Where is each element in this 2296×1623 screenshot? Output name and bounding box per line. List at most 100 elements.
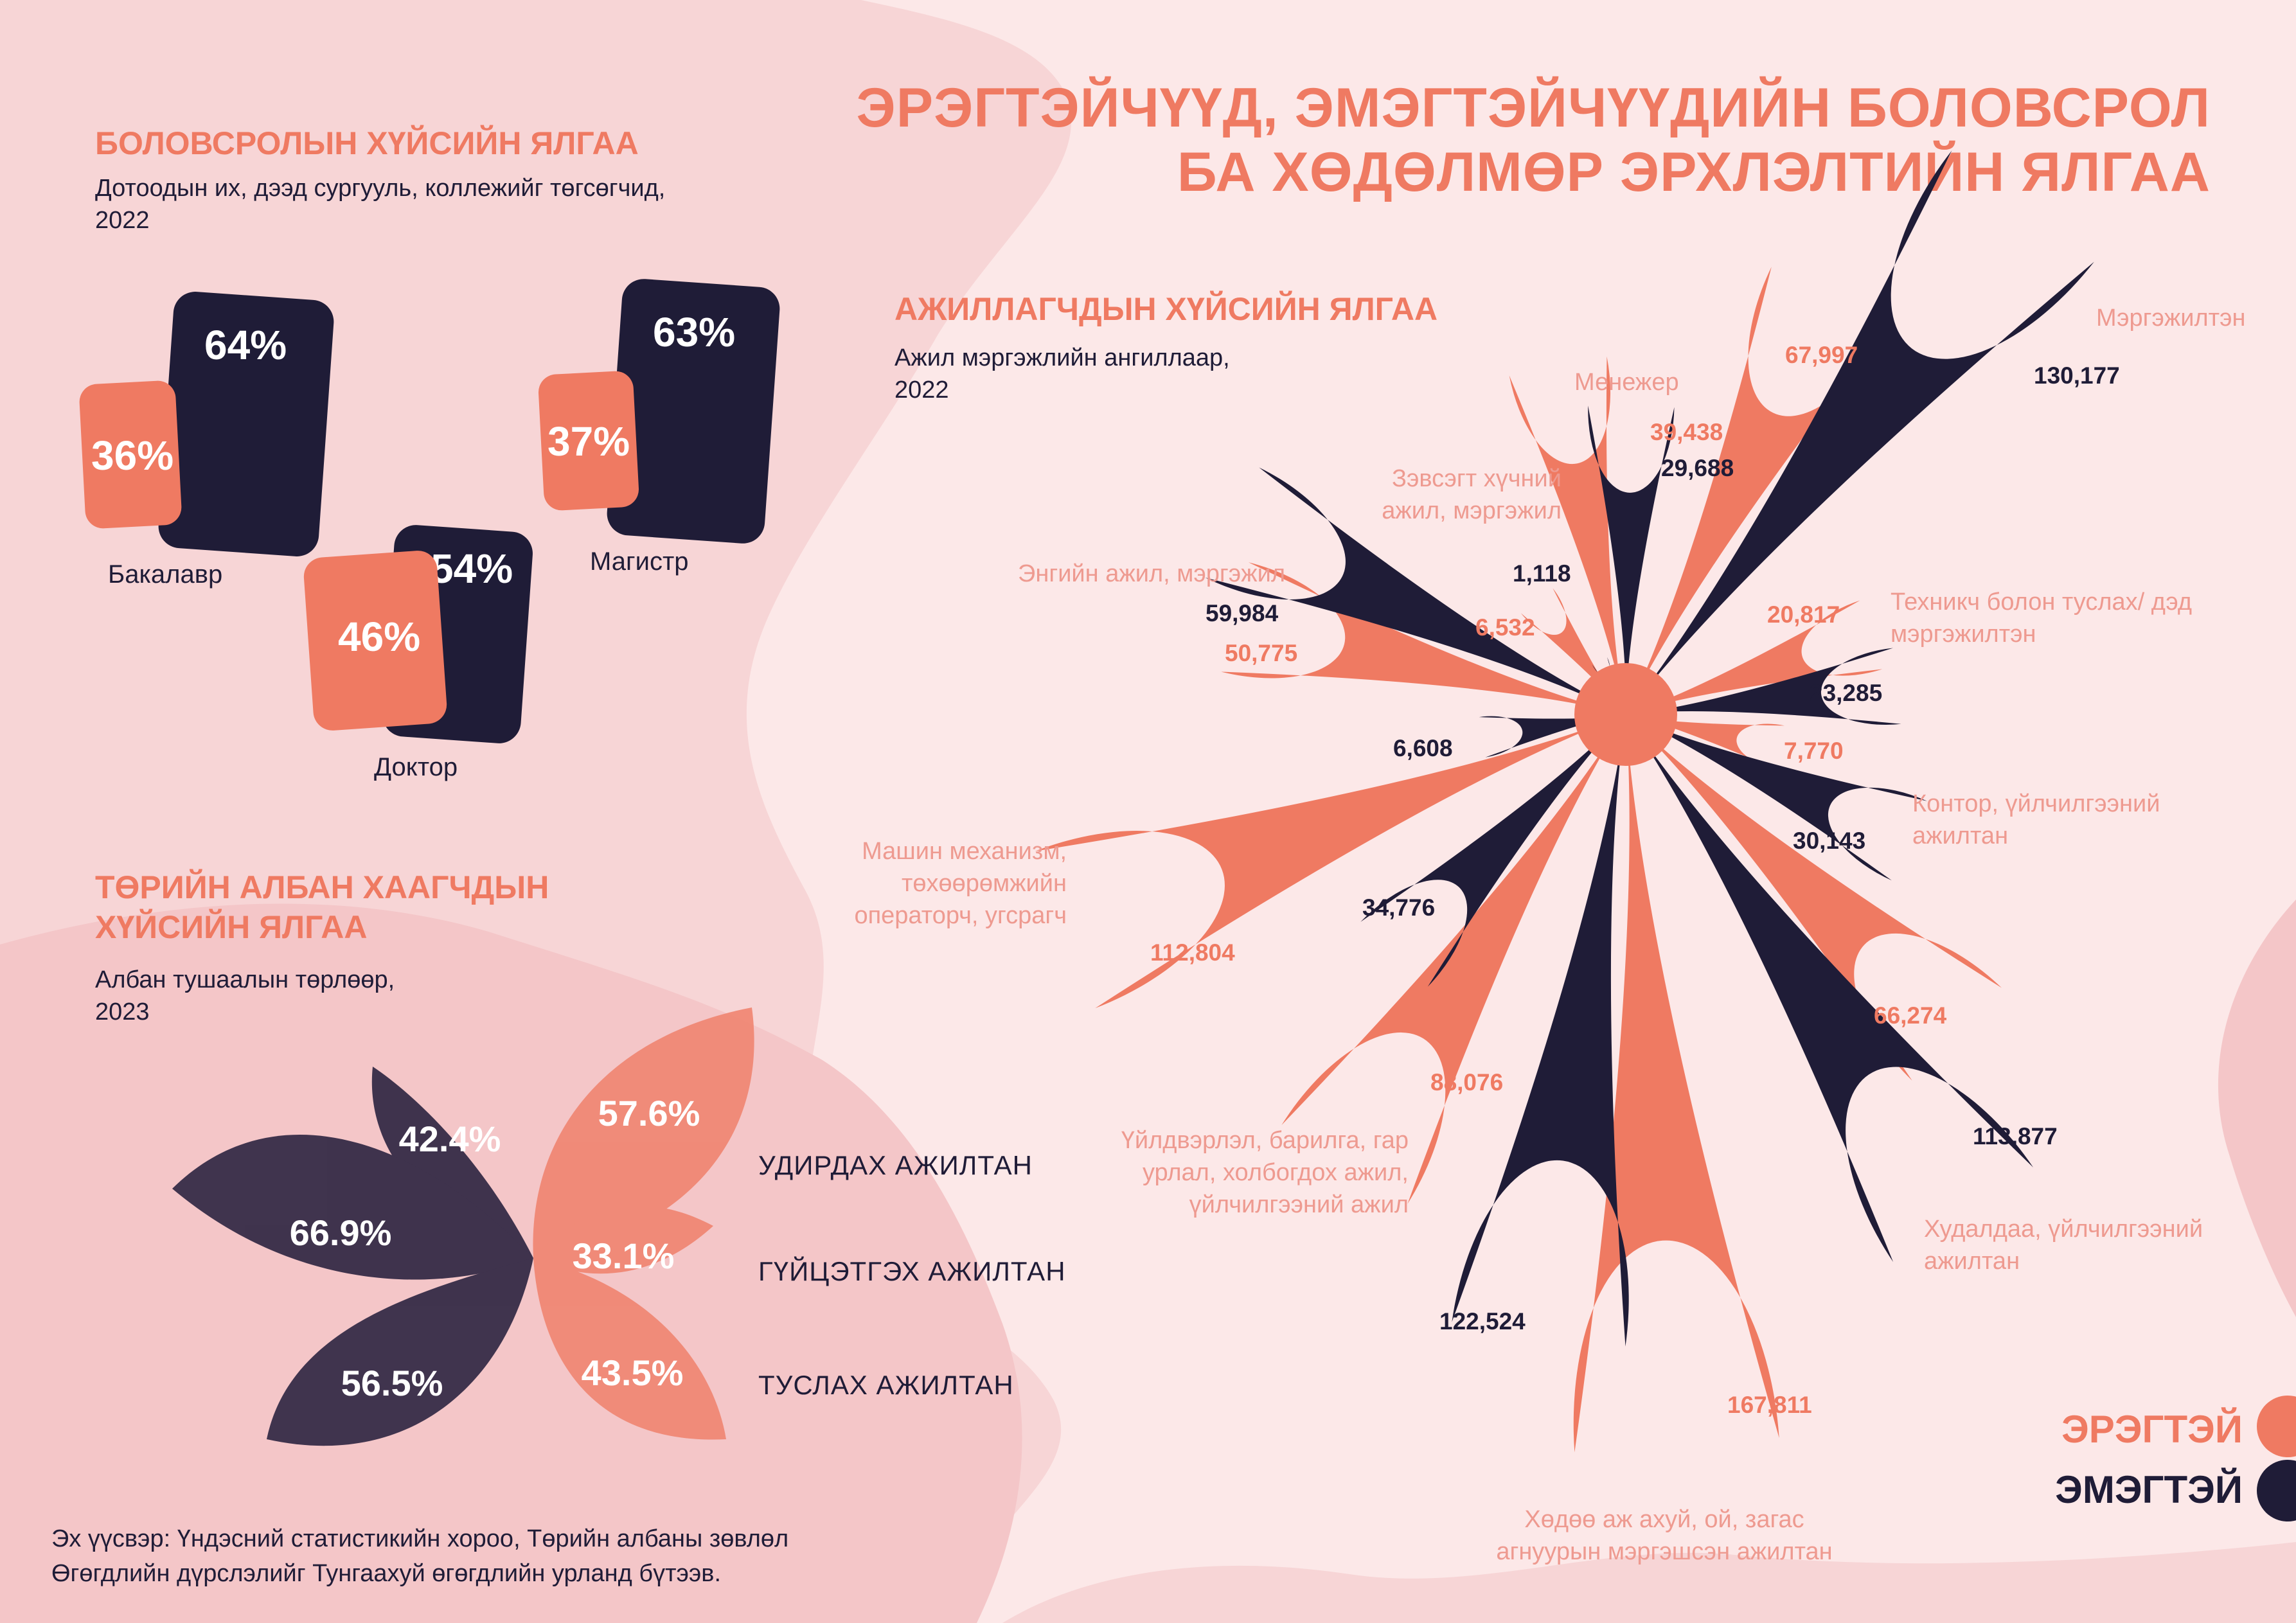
education-subtitle-line1: Дотоодын их, дээд сургууль, коллежийг тө…	[95, 175, 666, 202]
ray-male-4	[1635, 723, 2002, 1081]
value-machine-female: 6,608	[1393, 735, 1453, 761]
occ-label-sales-1: Худалдаа, үйлчилгээний	[1924, 1216, 2203, 1243]
occ-label-armed-1: Зэвсэгт хүчний	[1392, 465, 1562, 492]
bachelor-female-value: 64%	[204, 322, 287, 368]
manager-male-value: 57.6%	[598, 1093, 700, 1133]
page-title: ЭРЭГТЭЙЧҮҮД, ЭМЭГТЭЙЧҮҮДИЙН БОЛОВСРОЛ БА…	[733, 76, 2211, 204]
civil-title: ТӨРИЙН АЛБАН ХААГЧДЫН ХҮЙСИЙН ЯЛГАА	[95, 867, 549, 947]
ray-male-3	[1638, 717, 1785, 769]
executive-female-value: 66.9%	[289, 1212, 392, 1253]
civil-title-line1: ТӨРИЙН АЛБАН ХААГЧДЫН	[95, 869, 549, 905]
occ-label-machine-3: операторч, угсрагч	[854, 902, 1067, 929]
manager-female-value: 42.4%	[398, 1119, 501, 1159]
executive-male-value: 33.1%	[572, 1236, 675, 1276]
value-elementary-male: 50,775	[1225, 640, 1298, 666]
occ-label-armed: Зэвсэгт хүчний ажил, мэргэжил	[1304, 463, 1562, 527]
value-agriculture-male: 167,811	[1727, 1392, 1812, 1418]
occ-label-professional: Мэргэжилтэн	[2096, 305, 2246, 332]
occ-label-technician-1: Техникч болон туслах/ дэд	[1891, 589, 2193, 616]
ray-female-8	[1205, 467, 1615, 709]
occ-label-craft-1: Үйлдвэрлэл, барилга, гар	[1121, 1127, 1409, 1154]
value-craft-male: 88,076	[1430, 1069, 1504, 1095]
workers-subtitle-line2: 2022	[894, 377, 949, 404]
workers-subtitle-line1: Ажил мэргэжлийн ангиллаар,	[894, 344, 1230, 371]
ray-male-5	[1573, 727, 1779, 1453]
occ-label-craft-2: урлал, холбогдох ажил,	[1142, 1159, 1409, 1186]
ray-male-7	[1035, 719, 1614, 1009]
civil-subtitle-line2: 2023	[95, 998, 150, 1025]
ray-male-0	[1509, 356, 1624, 702]
occ-label-machine-1: Машин механизм,	[862, 838, 1067, 865]
value-professional-male: 67,997	[1785, 342, 1858, 368]
occ-label-agriculture-2: агнуурын мэргэшсэн ажилтан	[1496, 1538, 1833, 1565]
civil-label-manager: УДИРДАХ АЖИЛТАН	[758, 1150, 1033, 1180]
source-note: Эх үүсвэр: Үндэсний статистикийн хороо, …	[51, 1521, 788, 1591]
value-armed-male: 6,532	[1475, 614, 1535, 641]
page-title-line1: ЭРЭГТЭЙЧҮҮД, ЭМЭГТЭЙЧҮҮДИЙН БОЛОВСРОЛ	[856, 77, 2211, 139]
master-male-value: 37%	[547, 418, 630, 465]
occ-label-armed-2: ажил, мэргэжил	[1382, 497, 1562, 524]
education-subtitle: Дотоодын их, дээд сургууль, коллежийг тө…	[95, 172, 665, 236]
value-machine-male: 112,804	[1150, 939, 1235, 966]
value-manager-male: 39,438	[1650, 419, 1723, 445]
value-clerical-female: 30,143	[1793, 828, 1866, 854]
source-line2: Өгөгдлийн дүрслэлийг Тунгаахуй өгөгдлийн…	[51, 1560, 722, 1587]
occ-label-machine: Машин механизм, төхөөрөмжийн операторч, …	[803, 835, 1067, 932]
occ-label-clerical: Контор, үйлчилгээний ажилтан	[1912, 788, 2160, 852]
value-sales-male: 66,274	[1874, 1002, 1947, 1029]
occ-label-sales: Худалдаа, үйлчилгээний ажилтан	[1924, 1213, 2203, 1277]
doctor-female-value: 54%	[431, 545, 513, 592]
workers-title: АЖИЛЛАГЧДЫН ХҮЙСИЙН ЯЛГАА	[894, 291, 1438, 327]
page-title-line2: БА ХӨДӨЛМӨР ЭРХЛЭЛТИЙН ЯЛГАА	[1177, 141, 2211, 203]
doctor-male-value: 46%	[338, 614, 421, 660]
occ-label-clerical-2: ажилтан	[1912, 822, 2009, 849]
ray-female-0	[1588, 405, 1675, 702]
occ-label-agriculture: Хөдөө аж ахуй, ой, загас агнуурын мэргэш…	[1439, 1503, 1889, 1568]
value-armed-female: 1,118	[1513, 560, 1571, 587]
petal-support-male	[533, 1258, 726, 1440]
background-pink-blob-right	[2218, 900, 2296, 1317]
ray-male-2	[1638, 600, 1883, 711]
value-craft-female: 34,776	[1362, 894, 1436, 921]
value-manager-female: 29,688	[1661, 455, 1734, 481]
occ-label-sales-2: ажилтан	[1924, 1248, 2020, 1275]
ray-female-2	[1638, 648, 1901, 725]
doctor-label: Доктор	[374, 753, 458, 781]
occ-label-manager: Менежер	[1574, 369, 1679, 396]
civil-title-line2: ХҮЙСИЙН ЯЛГАА	[95, 909, 368, 945]
occ-label-clerical-1: Контор, үйлчилгээний	[1912, 790, 2160, 817]
petal-executive-female	[172, 1135, 533, 1280]
source-line1: Эх үүсвэр: Үндэсний статистикийн хороо, …	[51, 1525, 789, 1552]
civil-subtitle: Албан тушаалын төрлөөр, 2023	[95, 964, 395, 1028]
bachelor-label: Бакалавр	[108, 560, 223, 589]
radial-center	[1574, 663, 1677, 766]
workers-subtitle: Ажил мэргэжлийн ангиллаар, 2022	[894, 342, 1230, 406]
legend-female-swatch	[2257, 1460, 2296, 1521]
civil-label-executive: ГҮЙЦЭТГЭХ АЖИЛТАН	[758, 1256, 1066, 1286]
background-pink-blob-bottom	[1002, 1542, 2296, 1623]
ray-male-6	[1281, 725, 1619, 1204]
value-technician-male: 20,817	[1767, 601, 1840, 628]
value-elementary-female: 59,984	[1206, 600, 1279, 626]
value-sales-female: 113,877	[1973, 1123, 2058, 1149]
ray-female-4	[1633, 725, 2034, 1263]
occ-label-agriculture-1: Хөдөө аж ахуй, ой, загас	[1524, 1506, 1804, 1533]
ray-female-7	[1479, 716, 1614, 758]
ray-female-6	[1360, 723, 1617, 987]
occ-label-technician: Техникч болон туслах/ дэд мэргэжилтэн	[1891, 586, 2192, 650]
ray-male-1	[1631, 267, 1889, 704]
master-female-value: 63%	[653, 309, 736, 355]
value-agriculture-female: 122,524	[1439, 1308, 1526, 1335]
value-professional-female: 130,177	[2034, 362, 2120, 389]
petal-manager-female	[371, 1067, 533, 1258]
legend-swatches	[2257, 1396, 2296, 1521]
occ-label-craft-3: үйлчилгээний ажил	[1189, 1191, 1409, 1218]
petal-manager-male	[533, 1007, 754, 1258]
ray-male-8	[1221, 562, 1614, 712]
bachelor-male-value: 36%	[91, 432, 174, 479]
master-label: Магистр	[590, 547, 689, 576]
support-female-value: 56.5%	[341, 1363, 443, 1403]
civil-subtitle-line1: Албан тушаалын төрлөөр,	[95, 966, 395, 993]
